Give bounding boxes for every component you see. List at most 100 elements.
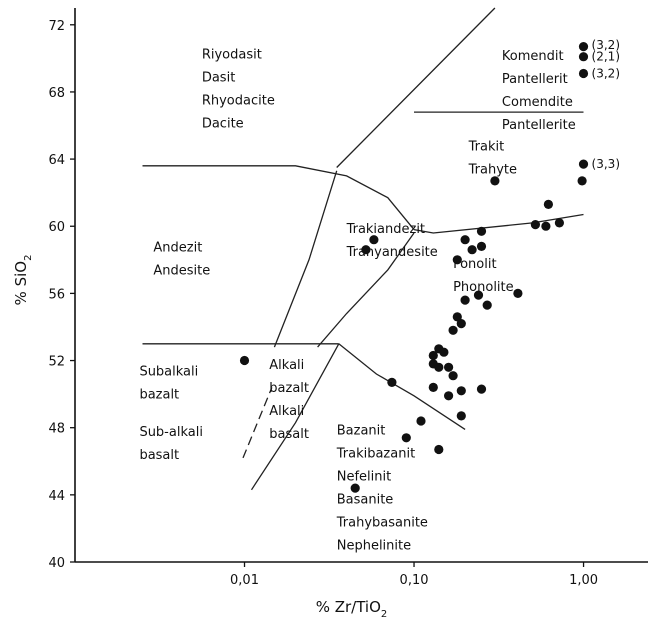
x-tick-label: 0,01 bbox=[230, 573, 259, 588]
x-axis-title-subscript: 2 bbox=[381, 609, 387, 620]
region-label-line: Trakibazanit bbox=[336, 446, 415, 461]
point-label: (3,3) bbox=[592, 157, 620, 171]
region-label-line: Dasit bbox=[202, 70, 235, 85]
boundary-trachyandesite-lower bbox=[317, 232, 415, 348]
data-point bbox=[428, 382, 438, 392]
x-tick-label: 0,10 bbox=[400, 573, 429, 588]
y-tick-label: 48 bbox=[48, 422, 65, 437]
region-label: Andezit Andesite bbox=[153, 240, 210, 278]
y-axis-title: % SiO2 bbox=[12, 255, 34, 306]
point-label: (2,1) bbox=[592, 50, 620, 64]
data-point bbox=[361, 245, 371, 255]
data-point bbox=[416, 416, 426, 426]
region-label-line: Andesite bbox=[153, 263, 210, 278]
region-label-line: Rhyodacite bbox=[202, 93, 275, 108]
region-label-line: Komendit bbox=[502, 49, 564, 64]
data-point bbox=[476, 241, 487, 251]
region-label-line: Andezit bbox=[153, 240, 202, 255]
data-point bbox=[428, 350, 438, 361]
region-label: Komendit Pantellerit Comendite Pantellerite bbox=[502, 49, 576, 133]
point-labels: (3,2)(2,1)(3,2)(3,3) bbox=[592, 38, 620, 171]
data-point bbox=[490, 176, 500, 186]
region-label: Trakiandezit Trahyandesite bbox=[346, 222, 438, 260]
data-point bbox=[401, 433, 411, 443]
data-point bbox=[578, 68, 589, 79]
data-point bbox=[467, 245, 477, 255]
region-label: Subalkali bazalt bbox=[139, 365, 198, 403]
region-label-line: Trahyandesite bbox=[346, 245, 438, 260]
region-label-line: Riyodasit bbox=[202, 47, 262, 62]
data-point bbox=[387, 377, 397, 387]
data-point bbox=[439, 347, 449, 357]
region-label-line: Alkali bbox=[269, 358, 304, 373]
region-label: Sub-alkali basalt bbox=[139, 425, 203, 463]
data-point bbox=[554, 218, 565, 228]
y-tick-label: 56 bbox=[48, 287, 65, 302]
field-boundaries bbox=[142, 7, 584, 491]
data-point bbox=[513, 288, 523, 298]
boundary-andesite-upper bbox=[142, 165, 415, 231]
boundary-dacite-andesite-divide bbox=[273, 170, 338, 348]
region-label-line: Trahyte bbox=[468, 163, 517, 178]
region-label-line: Dacite bbox=[202, 116, 244, 131]
y-axis-title-text: % SiO bbox=[12, 261, 30, 306]
tick-marks: 40 44 48 52 56 60 64 68 72 0,01 0,10 1,00 bbox=[48, 19, 598, 588]
data-point bbox=[456, 386, 466, 396]
region-label-line: Phonolite bbox=[453, 280, 514, 295]
y-tick-label: 40 bbox=[48, 556, 65, 571]
boundary-subalkali-alkali-dashed bbox=[242, 387, 273, 459]
data-point bbox=[434, 362, 444, 372]
region-labels: Riyodasit Dasit Rhyodacite Dacite Komendit Pa… bbox=[139, 47, 575, 553]
data-point bbox=[476, 226, 487, 236]
data-point bbox=[239, 355, 250, 366]
data-points bbox=[239, 42, 589, 493]
data-point bbox=[473, 290, 484, 300]
region-label-line: Trakiandezit bbox=[346, 222, 425, 237]
region-label-line: bazalt bbox=[139, 388, 179, 403]
data-point bbox=[578, 52, 589, 62]
region-label-line: Fonolit bbox=[453, 257, 496, 272]
data-point bbox=[530, 220, 541, 230]
region-label-line: basalt bbox=[139, 448, 179, 463]
region-label-line: Nefelinit bbox=[337, 469, 391, 484]
y-tick-label: 52 bbox=[48, 355, 65, 370]
y-tick-label: 72 bbox=[48, 19, 65, 34]
region-label: Trakit Trahyte bbox=[468, 140, 517, 178]
data-point bbox=[456, 319, 466, 329]
region-label: Fonolit Phonolite bbox=[453, 257, 514, 295]
region-label: Alkali bazalt Alkali basalt bbox=[269, 358, 309, 442]
region-label-line: Nephelinite bbox=[337, 538, 411, 553]
data-point bbox=[448, 325, 458, 335]
data-point bbox=[482, 300, 492, 310]
region-label-line: Sub-alkali bbox=[139, 425, 203, 440]
axes bbox=[74, 8, 648, 563]
region-label-line: Trakit bbox=[468, 140, 505, 155]
point-label: (3,2) bbox=[592, 66, 620, 80]
data-point bbox=[434, 444, 444, 455]
region-label-line: Pantellerit bbox=[502, 72, 568, 87]
data-point bbox=[543, 199, 554, 209]
data-point bbox=[578, 42, 589, 52]
data-point bbox=[578, 159, 589, 169]
data-point bbox=[444, 391, 454, 401]
data-point bbox=[460, 295, 470, 305]
data-point bbox=[460, 235, 470, 245]
boundary-bazanit-upper bbox=[338, 343, 466, 430]
y-tick-label: 64 bbox=[48, 153, 65, 168]
data-point bbox=[350, 483, 360, 493]
y-axis-title-subscript: 2 bbox=[23, 255, 34, 261]
x-axis-title-text: % Zr/TiO bbox=[316, 598, 381, 616]
region-label-line: bazalt bbox=[269, 381, 309, 396]
region-label-line: Basanite bbox=[337, 492, 394, 507]
region-label-line: Bazanit bbox=[337, 423, 386, 438]
region-label: Riyodasit Dasit Rhyodacite Dacite bbox=[202, 47, 275, 131]
y-tick-label: 68 bbox=[48, 86, 65, 101]
x-axis-title: % Zr/TiO2 bbox=[316, 598, 388, 620]
region-label-line: Pantellerite bbox=[502, 118, 576, 133]
region-label-line: basalt bbox=[269, 427, 309, 442]
data-point bbox=[541, 221, 551, 231]
data-point bbox=[577, 176, 587, 186]
region-label: Bazanit Trakibazanit Nefelinit Basanite Trah… bbox=[336, 423, 428, 553]
data-point bbox=[448, 371, 458, 381]
